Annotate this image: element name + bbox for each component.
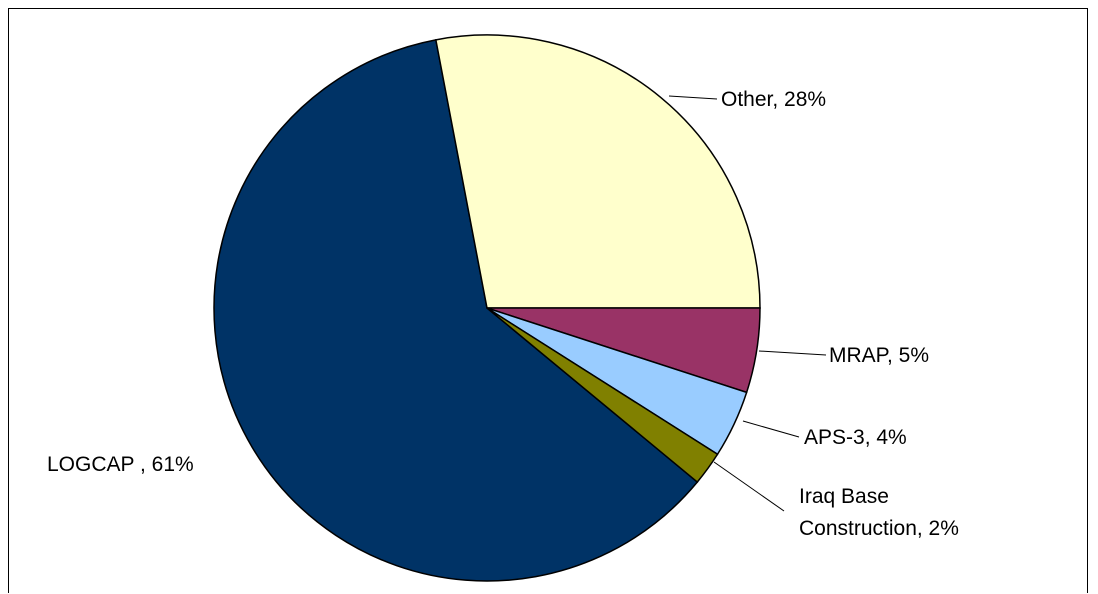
slices-layer xyxy=(213,34,761,582)
leader-line-other xyxy=(668,95,718,100)
slice-label-iraq-base-construction-line-2: Construction, 2% xyxy=(799,517,959,540)
chart-frame: Other, 28% MRAP, 5% APS-3, 4% Iraq Base Cons… xyxy=(8,8,1088,593)
leader-line-mrap xyxy=(758,350,827,356)
labels-layer: Other, 28% MRAP, 5% APS-3, 4% Iraq Base Cons… xyxy=(47,88,959,540)
pie-slice-other xyxy=(434,34,761,309)
pie-slice-iraq-base-construction xyxy=(486,307,719,484)
leader-line-iraq-base-construction xyxy=(713,461,785,512)
pie-slice-logcap xyxy=(213,38,699,582)
slice-label-mrap: MRAP, 5% xyxy=(829,344,929,367)
pie-chart: Other, 28% MRAP, 5% APS-3, 4% Iraq Base Cons… xyxy=(47,34,959,582)
slice-label-logcap: LOGCAP , 61% xyxy=(47,453,194,476)
leader-lines-layer xyxy=(668,95,827,512)
leader-line-aps-3 xyxy=(742,420,800,438)
slice-label-other: Other, 28% xyxy=(721,88,826,111)
slice-label-aps-3: APS-3, 4% xyxy=(804,426,907,449)
slice-label-iraq-base-construction-line-1: Iraq Base xyxy=(799,485,889,508)
